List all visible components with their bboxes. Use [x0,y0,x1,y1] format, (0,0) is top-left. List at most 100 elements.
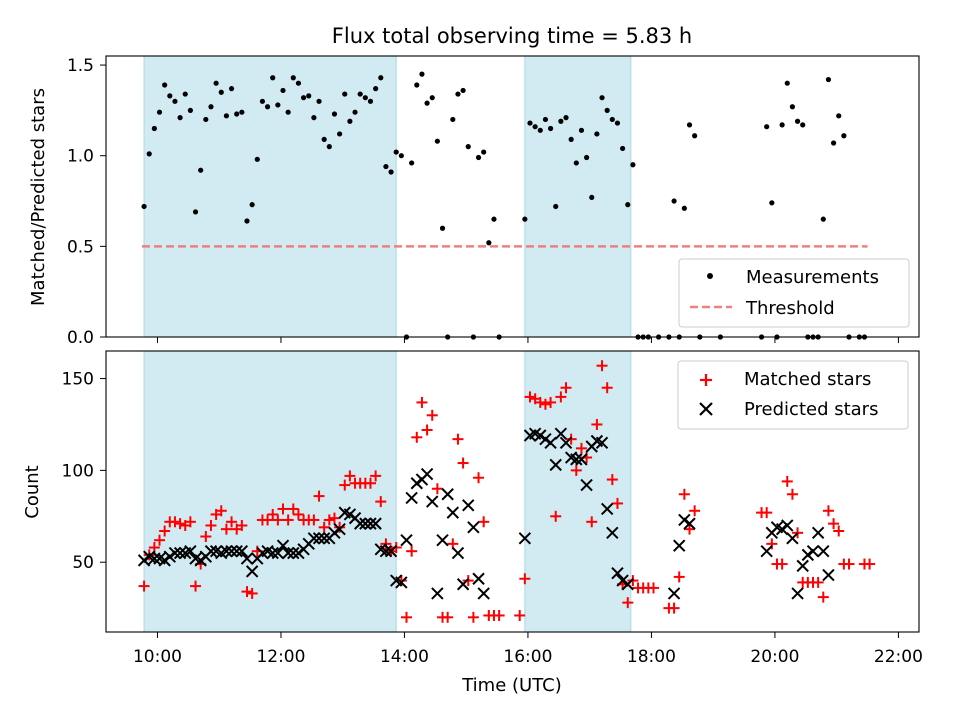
measurement-point [234,111,240,117]
matched-star-point [339,479,351,491]
predicted-marker-b [528,427,542,440]
predicted-marker-b [801,548,815,562]
measurement-point [800,122,806,128]
predicted-marker-b [317,532,331,545]
matched-star-point [184,516,196,528]
measurement-point [522,216,528,222]
predicted-marker-b [431,587,444,600]
measurement-point [367,98,374,104]
matched-star-point [647,582,659,594]
measurement-point [614,120,621,126]
predicted-marker-b [338,506,351,519]
predicted-star-point [673,539,686,552]
predicted-marker-b [611,567,624,580]
matched-star-point [421,424,433,436]
measurement-point [280,87,286,94]
predicted-marker-b [261,544,274,558]
predicted-star-point [822,568,835,582]
predicted-star-point [616,574,629,587]
x-tick-label: 14:00 [380,647,429,667]
predicted-star-point [580,478,593,492]
measurement-point [141,203,147,210]
top-x-axis-ticks [156,337,899,343]
measurement-point [604,107,610,113]
predicted-marker-b [554,427,568,440]
matched-star-point [452,433,464,445]
predicted-marker-b [446,506,460,519]
measurement-point [553,203,559,210]
measurement-point [532,124,538,130]
predicted-star-point [276,539,290,552]
bottom-y-axis-label: Count [22,465,43,518]
measurement-point [594,131,600,137]
predicted-marker-b [410,477,423,490]
measurement-point [419,71,425,77]
predicted-star-point [811,526,825,540]
matched-star-point [370,470,382,482]
measurement-point [295,80,302,86]
measurement-point [568,136,574,142]
predicted-marker-b [245,565,259,578]
measurement-point [275,102,281,108]
matched-star-point [236,519,248,531]
x-tick-label: 18:00 [627,647,676,667]
predicted-star-point [575,453,588,466]
predicted-star-point [225,544,238,558]
measurement-point [198,167,204,173]
bottom-x-axis-ticks: 10:00 12:00 14:00 16:00 18:00 20:00 22:00 [133,632,923,667]
predicted-star-point [281,546,295,560]
measurement-point [290,75,296,81]
measurement-point [208,104,214,110]
measurement-point [779,122,785,128]
measurement-point [583,154,590,161]
predicted-marker-b [559,436,573,450]
predicted-star-point [204,544,218,558]
measurement-point [254,156,260,162]
matched-star-point [431,483,443,495]
measurement-point [465,144,471,150]
predicted-star-point [456,578,470,591]
predicted-star-point [544,436,557,450]
matched-star-point [473,472,485,484]
measurement-point [825,76,832,83]
top-plot-frame [105,55,920,338]
bottom-shade-0 [143,350,397,633]
bottom-legend: Matched stars Predicted stars [677,360,909,430]
predicted-star-point [292,546,305,560]
measurement-point [228,86,235,92]
matched-star-point [406,545,418,557]
predicted-marker-b [781,519,794,532]
measurement-point [172,98,178,104]
predicted-star-point [806,544,820,558]
matched-star-point [786,488,798,500]
predicted-marker-b [353,517,367,530]
predicted-marker-b [667,587,681,600]
predicted-star-point [369,517,382,530]
predicted-marker-b [333,522,346,536]
predicted-marker-b [477,587,490,600]
matched-star-point [519,573,531,585]
predicted-star-point [534,429,547,442]
measurement-point [609,116,615,123]
predicted-star-point [554,427,568,440]
matched-star-point [401,611,413,623]
measurement-point [146,151,152,157]
predicted-marker-b [590,434,604,448]
matched-star-point [154,534,166,546]
predicted-marker-b [230,544,243,558]
predicted-star-point [168,546,182,560]
matched-star-point [776,558,788,570]
predicted-marker-b [564,451,578,464]
matched-star-point [318,521,330,533]
measurement-point [306,93,312,99]
bottom-plot-frame [105,350,920,633]
measurement-point [383,163,389,170]
predicted-marker-b [472,572,485,585]
matched-star-point [555,391,567,403]
predicted-marker-b [539,432,552,446]
predicted-star-point [395,576,408,589]
measurement-point [316,98,322,104]
predicted-marker-b [240,552,254,565]
measurement-point [337,131,343,137]
matched-star-point [766,538,778,550]
